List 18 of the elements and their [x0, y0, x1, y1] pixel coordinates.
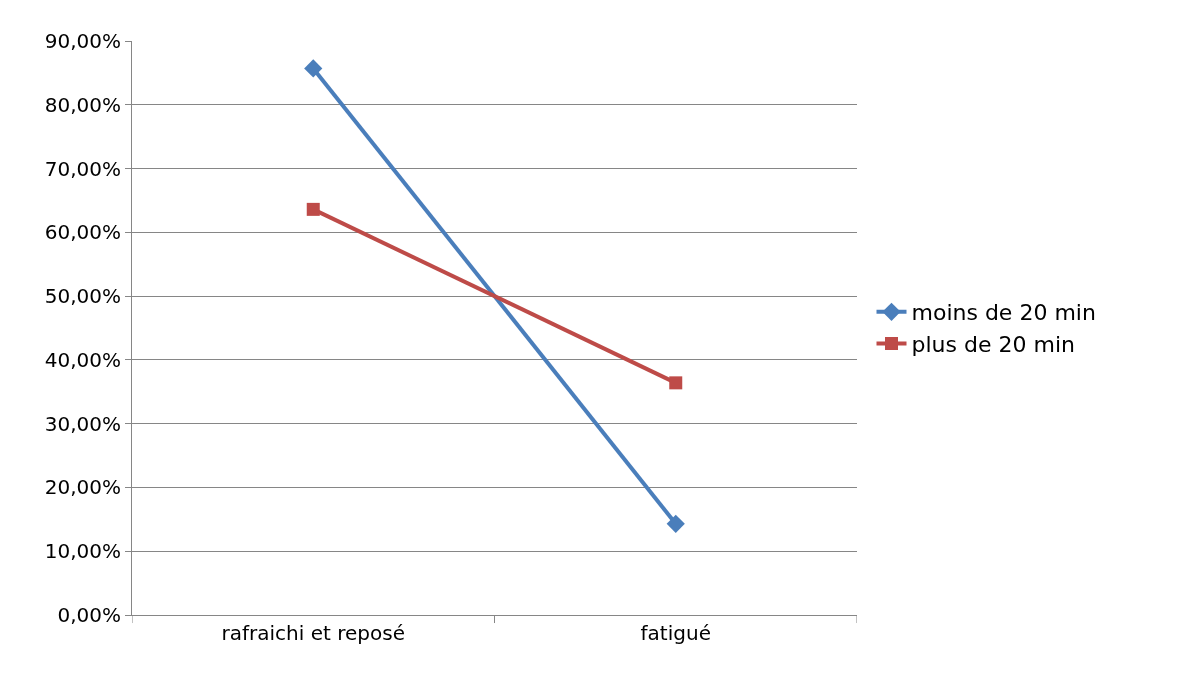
point [666, 514, 685, 533]
y-tick-label: 50,00% [44, 284, 121, 309]
y-tick-label: 20,00% [44, 475, 121, 500]
legend-label: moins de 20 min [911, 300, 1096, 326]
y-tick-label: 90,00% [44, 29, 121, 53]
point [306, 202, 320, 216]
y-tick-label: 30,00% [44, 411, 121, 436]
x-tick-label: rafraichi et reposé [221, 621, 405, 645]
y-tick-label: 80,00% [44, 92, 121, 117]
y-tick-label: 70,00% [44, 156, 121, 181]
legend-label: plus de 20 min [911, 331, 1075, 357]
y-tick-label: 60,00% [44, 220, 121, 245]
point [304, 59, 323, 78]
y-tick-label: 10,00% [44, 539, 121, 564]
x-tick-label: fatigué [640, 621, 711, 645]
y-tick-label: 0,00% [57, 603, 121, 627]
y-tick-label: 40,00% [44, 347, 121, 372]
point [669, 376, 683, 390]
